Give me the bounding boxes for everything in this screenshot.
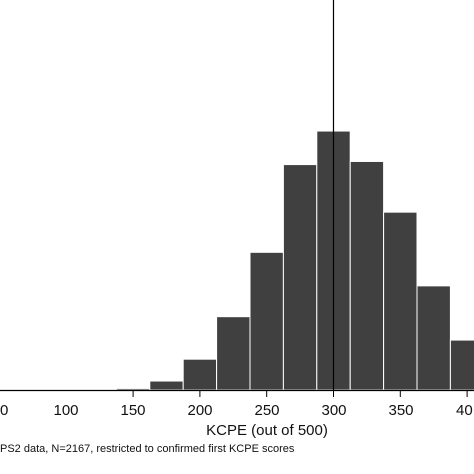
x-tick-label-0: 0: [0, 402, 8, 419]
x-tick-label-100: 100: [53, 402, 78, 419]
x-tick-label-250: 250: [254, 402, 279, 419]
histogram-bar: [449, 339, 474, 391]
x-tick-label-300: 300: [321, 402, 346, 419]
x-axis-ticks: [132, 390, 468, 397]
histogram-bar: [282, 164, 318, 391]
histogram-bar: [115, 387, 151, 391]
x-axis-title: KCPE (out of 500): [206, 422, 328, 439]
histogram-bar: [416, 285, 451, 391]
chart-note: PS2 data, N=2167, restricted to confirme…: [0, 443, 295, 455]
x-tick-label-150: 150: [120, 402, 145, 419]
histogram-bar: [249, 251, 284, 391]
histogram-bar: [149, 380, 184, 391]
histogram-bar: [182, 358, 218, 391]
histogram-bar: [216, 316, 251, 391]
x-tick-label-350: 350: [388, 402, 413, 419]
x-tick-label-400: 40: [456, 402, 473, 419]
x-tick-label-200: 200: [187, 402, 212, 419]
histogram-bar: [349, 160, 385, 391]
histogram-bars: [115, 130, 474, 391]
histogram-bar: [383, 211, 418, 391]
